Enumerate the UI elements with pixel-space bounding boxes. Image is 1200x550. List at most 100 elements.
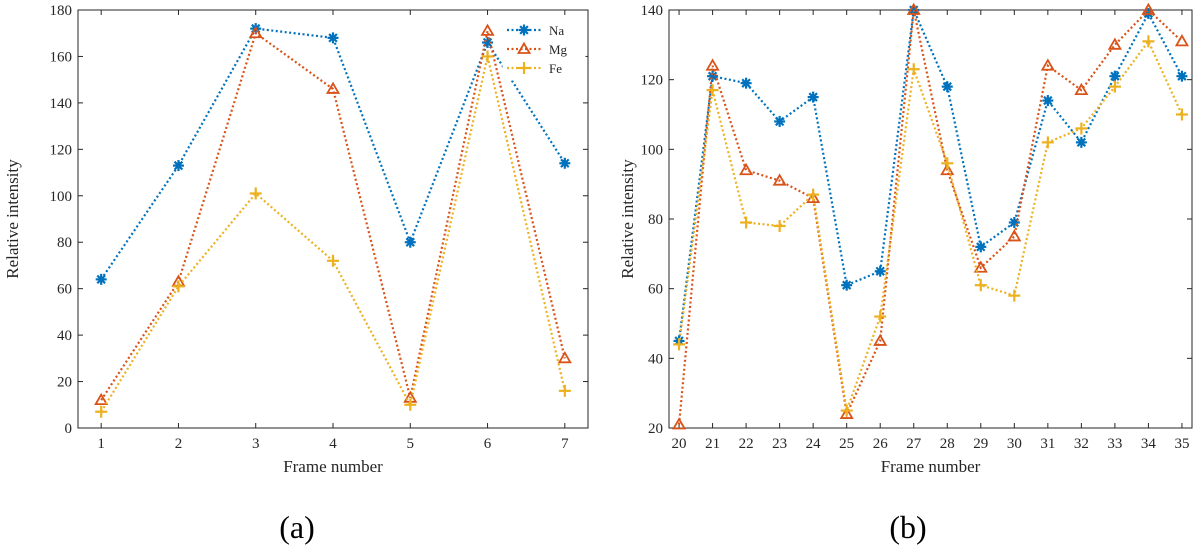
y-tick-label: 40 <box>57 328 72 344</box>
x-tick-label: 6 <box>484 436 492 452</box>
data-point-na <box>1075 136 1087 148</box>
data-point-fe <box>941 157 954 170</box>
data-point-fe <box>481 50 494 63</box>
x-tick-label: 23 <box>772 436 787 452</box>
data-point-fe <box>172 280 185 293</box>
series-line-mg <box>677 8 1183 425</box>
legend-item-mg: Mg <box>507 41 568 57</box>
data-point-fe <box>974 279 987 292</box>
x-tick-label: 3 <box>252 436 260 452</box>
series-line-fe <box>677 39 1183 411</box>
series-fe <box>95 50 571 418</box>
y-tick-label: 180 <box>50 3 73 19</box>
x-tick-label: 20 <box>672 436 687 452</box>
data-point-mg <box>671 417 687 430</box>
x-tick-label: 7 <box>561 436 569 452</box>
data-point-mg <box>973 260 988 273</box>
y-tick-label: 80 <box>57 235 72 251</box>
panel-caption: (b) <box>889 509 926 545</box>
x-tick-label: 28 <box>940 436 955 452</box>
data-point-na <box>1176 70 1188 82</box>
x-tick-label: 1 <box>97 436 105 452</box>
data-point-na <box>841 279 853 291</box>
data-point-fe <box>840 404 853 417</box>
data-point-fe <box>1008 289 1021 302</box>
data-point-fe <box>874 310 887 323</box>
x-tick-label: 25 <box>839 436 854 452</box>
x-tick-label: 35 <box>1174 436 1189 452</box>
y-tick-label: 0 <box>65 421 73 437</box>
y-tick-label: 140 <box>641 3 664 19</box>
data-point-na <box>327 32 339 44</box>
data-point-fe <box>1142 35 1155 48</box>
x-tick-label: 30 <box>1007 436 1022 452</box>
series-line-mg <box>100 30 566 401</box>
data-point-mg <box>1141 2 1156 15</box>
legend-marker <box>518 24 530 36</box>
y-tick-label: 40 <box>648 351 663 367</box>
data-point-na <box>975 241 987 253</box>
data-point-na <box>807 91 819 103</box>
series-mg <box>671 2 1190 430</box>
y-axis-label: Relative intensity <box>618 159 637 279</box>
y-tick-label: 20 <box>648 421 663 437</box>
data-point-na <box>707 70 719 82</box>
x-tick-label: 31 <box>1040 436 1055 452</box>
data-point-fe <box>1175 108 1188 121</box>
y-tick-label: 140 <box>50 96 73 112</box>
data-point-na <box>559 157 571 169</box>
x-tick-label: 21 <box>705 436 720 452</box>
data-point-na <box>874 265 886 277</box>
data-point-na <box>404 236 416 248</box>
data-point-fe <box>1041 136 1054 149</box>
series-fe <box>673 35 1188 417</box>
x-axis-label: Frame number <box>283 457 383 476</box>
series-line-na <box>677 5 1183 342</box>
plot-frame <box>668 9 1193 429</box>
series-line-na <box>100 27 566 280</box>
legend-marker <box>516 41 532 54</box>
data-point-fe <box>404 398 417 411</box>
x-tick-label: 26 <box>873 436 889 452</box>
chart-panel-a: 0 20 40 60 80 100 120 140 160 180 1 2 3 4 5 6 7 Frame num… <box>3 3 589 545</box>
data-point-fe <box>673 338 686 351</box>
data-point-fe <box>773 219 786 232</box>
series-line-fe <box>100 56 566 413</box>
data-point-mg <box>1007 229 1022 242</box>
data-point-na <box>1008 216 1020 228</box>
y-tick-label: 100 <box>641 142 664 158</box>
legend-label: Mg <box>549 42 568 57</box>
data-point-mg <box>705 58 720 71</box>
data-point-mg <box>839 406 854 419</box>
data-point-na <box>740 77 752 89</box>
y-tick-label: 60 <box>57 282 72 298</box>
data-point-mg <box>480 23 495 36</box>
legend-box <box>502 17 586 81</box>
data-point-mg <box>1107 37 1122 50</box>
legend-label: Fe <box>549 61 562 76</box>
x-tick-label: 27 <box>906 436 922 452</box>
data-point-mg <box>1174 34 1190 47</box>
panel-caption: (a) <box>279 509 315 545</box>
y-tick-label: 80 <box>648 212 663 228</box>
legend-item-na: Na <box>507 23 564 38</box>
data-point-na <box>941 81 953 93</box>
x-axis-label: Frame number <box>881 457 981 476</box>
data-point-fe <box>1075 122 1088 135</box>
data-point-fe <box>558 384 571 397</box>
data-point-mg <box>325 81 341 94</box>
x-tick-label: 5 <box>407 436 415 452</box>
legend: Na Mg Fe <box>502 17 586 81</box>
legend-label: Na <box>549 23 564 38</box>
x-tick-label: 33 <box>1107 436 1122 452</box>
series-na <box>673 4 1188 347</box>
data-point-fe <box>1108 80 1121 93</box>
data-point-mg <box>557 351 572 364</box>
x-tick-label: 4 <box>329 436 337 452</box>
data-point-fe <box>95 405 108 418</box>
data-point-mg <box>94 392 109 406</box>
legend-item-fe: Fe <box>507 61 562 76</box>
y-tick-label: 120 <box>50 142 73 158</box>
data-point-mg <box>739 162 754 176</box>
